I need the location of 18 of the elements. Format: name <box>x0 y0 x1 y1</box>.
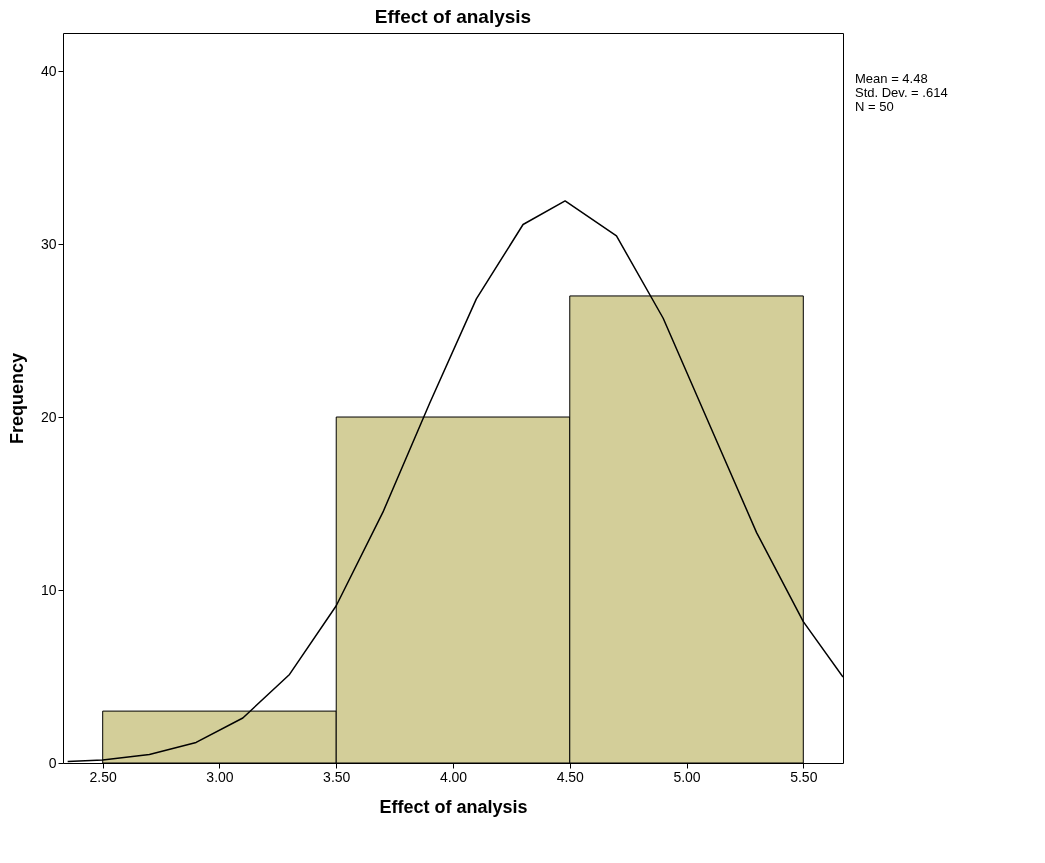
text: Mean = 4.48 <box>855 71 928 86</box>
y-axis-title: Frequency <box>6 352 27 445</box>
y-tick-label: 40 <box>40 62 57 79</box>
x-tick-label: 3.00 <box>206 768 234 785</box>
text: Std. Dev. = .614 <box>855 85 948 100</box>
x-tick-label: 2.50 <box>89 768 118 785</box>
y-tick-label: 10 <box>40 581 57 598</box>
x-tick-label: 3.50 <box>323 768 351 785</box>
x-axis-title: Effect of analysis <box>379 796 528 817</box>
text: N = 50 <box>855 99 894 114</box>
x-tick-label: 5.50 <box>790 768 818 785</box>
x-tick-label: 5.00 <box>673 768 701 785</box>
chart-title: Effect of analysis <box>374 6 532 27</box>
y-tick-label: 30 <box>40 235 57 252</box>
y-tick-label: 0 <box>48 754 57 771</box>
y-tick-label: 20 <box>40 408 57 425</box>
x-tick-label: 4.50 <box>556 768 585 785</box>
x-tick-label: 4.00 <box>439 768 468 785</box>
